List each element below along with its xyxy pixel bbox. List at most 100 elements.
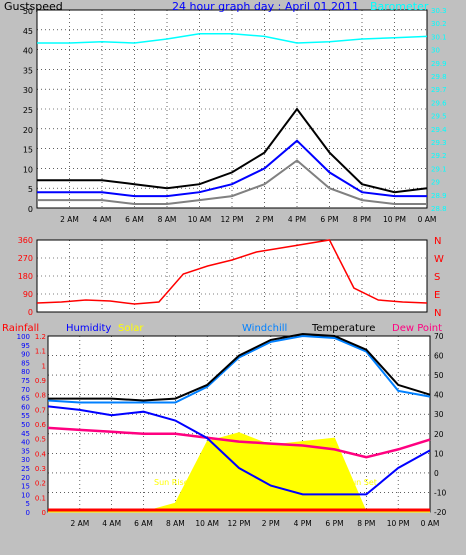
baro-tick-label: 29.7 [431, 86, 447, 94]
gustspeed-label: Gustspeed [4, 0, 63, 13]
legend-label: Windchill [242, 323, 287, 334]
humidity-tick-label: 30 [21, 456, 30, 464]
solar-area [48, 432, 430, 513]
direction-tick-label: 0 [28, 308, 33, 317]
gust-tick-label: 45 [23, 27, 33, 36]
baro-tick-label: 29.3 [431, 139, 447, 147]
legend: Rainfall Humidity Solar Windchill Temperatur… [2, 323, 442, 334]
compass-label: N [434, 308, 441, 319]
gust-x-tick-label: 0 AM [418, 215, 437, 224]
humidity-tick-label: 60 [21, 403, 30, 411]
gust-tick-label: 25 [23, 106, 33, 115]
baro-tick-label: 29.2 [431, 152, 447, 160]
gust-x-tick-label: 8 PM [353, 215, 371, 224]
gust-x-tick-label: 12 PM [221, 215, 244, 224]
rain-tick-label: 1 [42, 362, 46, 370]
humidity-tick-label: 10 [21, 491, 30, 499]
temp-x-tick-label: 6 PM [325, 519, 343, 528]
temp-tick-label: 20 [434, 430, 444, 439]
direction-tick-label: 180 [18, 272, 33, 281]
direction-tick-label: 360 [18, 236, 33, 245]
legend-label: Rainfall [2, 323, 39, 334]
dew-point-line [47, 426, 431, 459]
compass-label: W [434, 254, 444, 265]
temp-x-tick-label: 8 AM [166, 519, 185, 528]
baro-tick-label: 30.3 [431, 7, 447, 15]
legend-label: Solar [118, 323, 144, 334]
humidity-tick-label: 65 [21, 395, 30, 403]
rain-tick-label: 0.1 [35, 494, 46, 502]
baro-tick-label: 28.8 [431, 205, 447, 213]
wind-low-line [37, 159, 427, 205]
compass-label: E [434, 290, 440, 301]
baro-tick-label: 30.1 [431, 33, 447, 41]
gust-x-tick-label: 2 PM [255, 215, 273, 224]
rain-tick-label: 1.2 [35, 333, 46, 341]
rain-tick-label: 0.7 [35, 406, 46, 414]
temp-series: Sun Rise Sun Set [47, 332, 431, 513]
temp-tick-label: -10 [434, 488, 446, 497]
temp-tick-label: 70 [434, 332, 444, 341]
rain-tick-label: 0.2 [35, 480, 46, 488]
rain-tick-label: 0.3 [35, 465, 46, 473]
humidity-tick-label: 45 [21, 430, 30, 438]
temp-x-tick-label: 10 AM [195, 519, 219, 528]
rain-tick-label: 0.8 [35, 392, 46, 400]
temp-x-tick-label: 4 AM [102, 519, 121, 528]
gust-x-tick-label: 4 AM [93, 215, 112, 224]
humidity-tick-label: 85 [21, 359, 30, 367]
gust-x-tick-label: 4 PM [288, 215, 306, 224]
gust-tick-label: 40 [23, 47, 33, 56]
rain-tick-label: 0 [42, 509, 46, 517]
humidity-tick-label: 55 [21, 412, 30, 420]
gust-x-tick-label: 10 AM [188, 215, 212, 224]
baro-tick-label: 28.9 [431, 192, 447, 200]
gust-tick-label: 50 [23, 7, 33, 16]
baro-tick-label: 29.6 [431, 99, 447, 107]
humidity-tick-label: 100 [17, 333, 30, 341]
gust-tick-label: 35 [23, 66, 33, 75]
baro-tick-label: 30 [431, 47, 440, 55]
temp-tick-label: 60 [434, 352, 444, 361]
rain-tick-label: 0.4 [35, 450, 47, 458]
baro-tick-label: 29.9 [431, 60, 447, 68]
wind-avg-line [37, 139, 427, 198]
gust-axis-ticks: 0 5 10 15 20 25 30 35 40 45 50 28.8 28.9 29 29.1 29.2 29… [23, 7, 447, 224]
barometer-label: Barometer [370, 0, 429, 13]
gust-tick-label: 5 [28, 185, 33, 194]
legend-label: Humidity [66, 323, 111, 334]
temp-x-tick-label: 6 AM [134, 519, 153, 528]
baro-tick-label: 29.8 [431, 73, 447, 81]
baro-tick-label: 29.5 [431, 113, 447, 121]
humidity-tick-label: 15 [21, 483, 30, 491]
temp-x-tick-label: 8 PM [357, 519, 375, 528]
humidity-tick-label: 20 [21, 474, 30, 482]
temp-tick-label: 30 [434, 410, 444, 419]
baro-tick-label: 29.1 [431, 165, 447, 173]
gust-x-tick-label: 6 PM [320, 215, 338, 224]
temp-x-tick-label: 2 AM [70, 519, 89, 528]
baro-tick-label: 29 [431, 179, 440, 187]
gust-x-tick-label: 8 AM [158, 215, 177, 224]
temp-x-tick-label: 0 AM [421, 519, 440, 528]
legend-label: Dew Point [392, 323, 442, 334]
direction-tick-label: 270 [18, 254, 33, 263]
humidity-tick-label: 5 [26, 500, 30, 508]
humidity-tick-label: 70 [21, 386, 30, 394]
temp-tick-label: 50 [434, 371, 444, 380]
rain-tick-label: 0.5 [35, 436, 46, 444]
rain-tick-label: 0.6 [35, 421, 47, 429]
gust-tick-label: 15 [23, 146, 33, 155]
humidity-tick-label: 40 [21, 439, 30, 447]
temp-x-tick-label: 12 PM [228, 519, 251, 528]
temp-tick-label: 10 [434, 449, 444, 458]
gust-line [37, 107, 428, 194]
sun-rise-annotation: Sun Rise [154, 478, 189, 487]
compass-label: N [434, 236, 441, 247]
gust-tick-label: 30 [23, 86, 33, 95]
legend-label: Temperature [311, 323, 375, 334]
rain-tick-label: 1.1 [35, 348, 46, 356]
